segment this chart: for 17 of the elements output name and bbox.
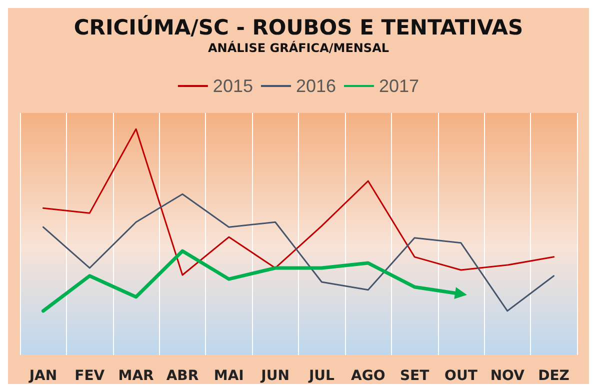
- x-tick-label: NOV: [490, 368, 525, 384]
- legend-label: 2016: [296, 76, 336, 96]
- x-tick-label: FEV: [74, 368, 105, 384]
- x-tick-label: MAI: [214, 368, 244, 384]
- x-tick-label: DEZ: [538, 368, 570, 384]
- x-tick-label: ABR: [166, 368, 199, 384]
- x-tick-label: OUT: [444, 368, 478, 384]
- chart-title: CRICIÚMA/SC - ROUBOS E TENTATIVAS: [74, 14, 524, 40]
- chart-subtitle: ANÁLISE GRÁFICA/MENSAL: [208, 40, 390, 55]
- x-tick-label: JUN: [260, 368, 290, 384]
- legend-label: 2015: [212, 76, 253, 96]
- x-tick-label: JAN: [28, 368, 58, 384]
- x-tick-label: AGO: [351, 368, 386, 384]
- legend-label: 2017: [379, 76, 420, 96]
- x-tick-label: SET: [400, 368, 430, 384]
- x-tick-label: JUL: [308, 368, 335, 384]
- x-tick-label: MAR: [118, 368, 154, 384]
